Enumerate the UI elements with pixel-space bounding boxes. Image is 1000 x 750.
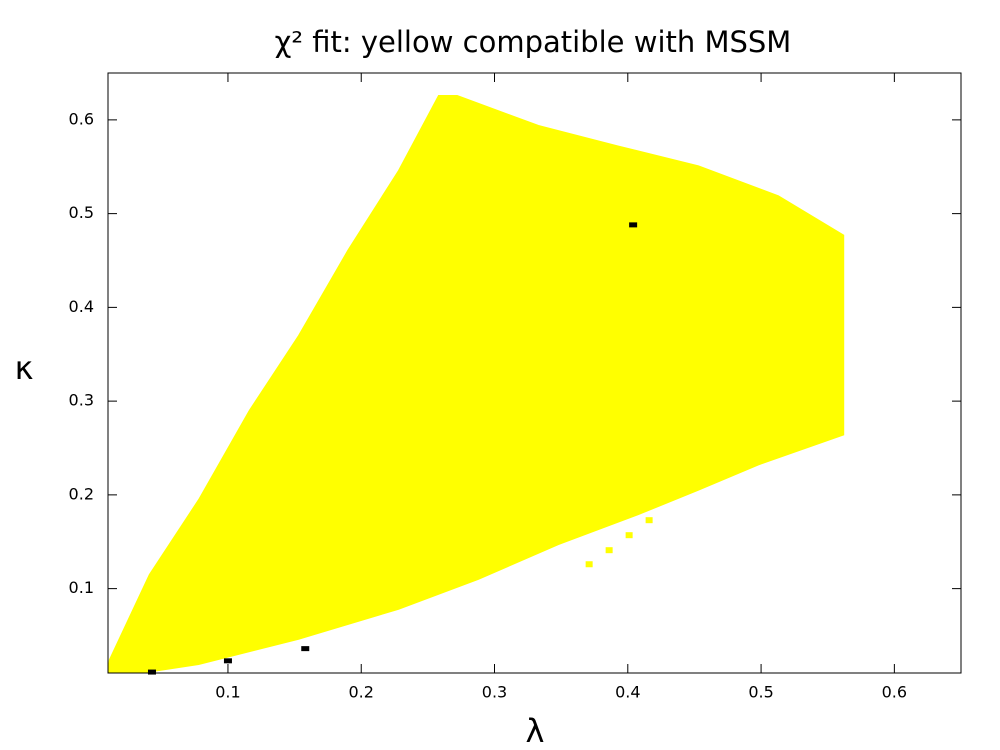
y-tick-label: 0.1 [69,578,94,597]
point [223,658,232,664]
plot-frame [107,72,962,674]
y-tick-label: 0.3 [69,391,94,410]
point [625,532,633,539]
y-axis-label: κ [15,349,34,387]
chart-title: χ² fit: yellow compatible with MSSM [275,25,792,59]
y-tick-label: 0.5 [69,203,94,222]
y-tick-label: 0.6 [69,109,94,128]
point [147,669,156,675]
x-axis-label: λ [526,712,545,750]
x-tick-label: 0.5 [748,683,773,702]
x-tick-label: 0.4 [615,683,640,702]
point [301,646,310,652]
y-tick-label: 0.4 [69,297,94,316]
point [585,561,593,568]
point [645,517,653,524]
y-tick-label: 0.2 [69,484,94,503]
region [107,95,845,674]
x-tick-label: 0.1 [215,683,240,702]
point [629,222,638,228]
point [605,547,613,554]
x-tick-label: 0.6 [882,683,907,702]
plot-area [107,95,845,675]
x-tick-label: 0.2 [349,683,374,702]
x-tick-label: 0.3 [482,683,507,702]
